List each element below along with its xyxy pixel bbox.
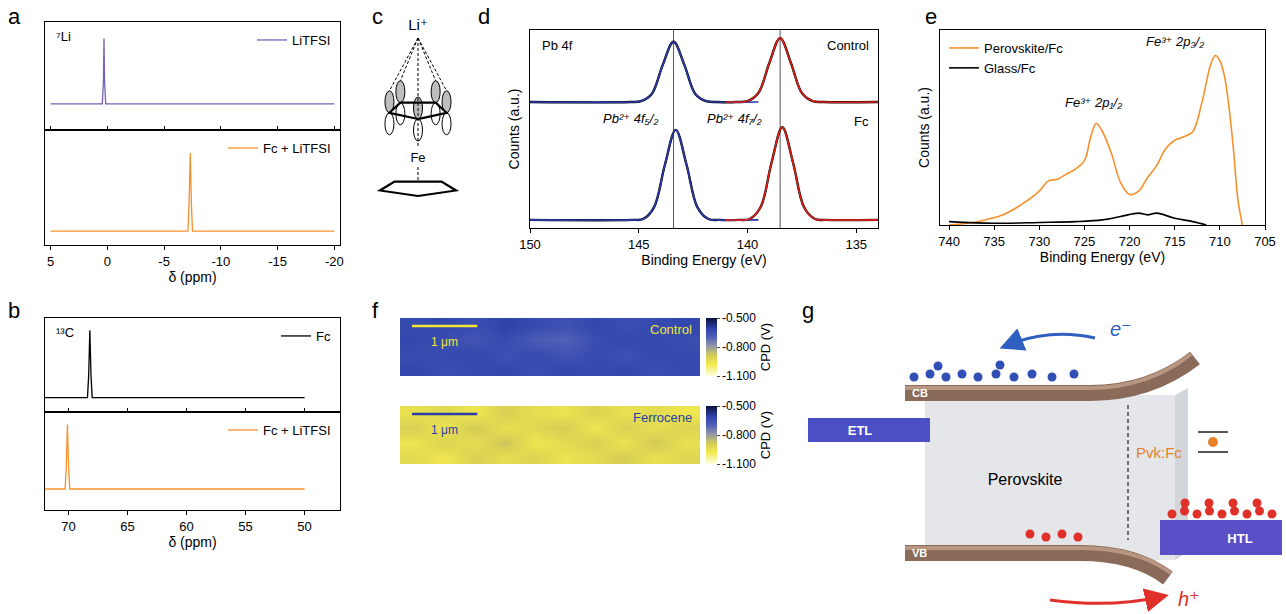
svg-text:1 μm: 1 μm [431,335,458,349]
svg-text:Control: Control [827,38,869,53]
svg-text:0: 0 [104,254,111,269]
svg-text:-1.100: -1.100 [722,457,756,471]
svg-text:d: d [478,4,490,29]
svg-text:135: 135 [845,237,867,252]
svg-text:Fc: Fc [316,329,331,344]
svg-text:725: 725 [1074,234,1096,249]
svg-text:ETL: ETL [848,423,873,438]
svg-text:70: 70 [61,519,75,534]
svg-text:Ferrocene: Ferrocene [633,410,692,425]
svg-text:735: 735 [983,234,1005,249]
svg-text:145: 145 [628,237,650,252]
svg-text:Binding Energy (eV): Binding Energy (eV) [641,252,766,268]
svg-text:-20: -20 [325,254,344,269]
svg-text:-10: -10 [211,254,230,269]
svg-text:Binding Energy (eV): Binding Energy (eV) [1040,249,1165,265]
svg-text:730: 730 [1028,234,1050,249]
svg-text:-0.500: -0.500 [722,311,756,325]
svg-text:CPD (V): CPD (V) [758,411,773,459]
svg-text:-1.100: -1.100 [722,369,756,383]
svg-text:Glass/Fc: Glass/Fc [984,61,1036,76]
svg-text:Fe³⁺ 2p₃/₂: Fe³⁺ 2p₃/₂ [1146,34,1204,49]
svg-text:Li⁺: Li⁺ [408,16,428,33]
svg-text:Perovskite/Fc: Perovskite/Fc [984,41,1063,56]
svg-text:Perovskite: Perovskite [988,471,1063,488]
svg-text:Pb²⁺ 4f₇/₂: Pb²⁺ 4f₇/₂ [707,111,762,126]
svg-text:740: 740 [938,234,960,249]
svg-text:¹³C: ¹³C [56,325,74,340]
svg-text:Pb²⁺ 4f₅/₂: Pb²⁺ 4f₅/₂ [603,111,658,126]
svg-text:-5: -5 [158,254,170,269]
svg-text:f: f [372,298,379,323]
svg-text:VB: VB [912,547,927,559]
svg-text:65: 65 [120,519,134,534]
svg-text:CPD (V): CPD (V) [758,323,773,371]
svg-text:140: 140 [737,237,759,252]
svg-text:HTL: HTL [1227,531,1252,546]
svg-text:1 μm: 1 μm [431,423,458,437]
svg-text:Pvk:Fc: Pvk:Fc [1136,444,1182,461]
svg-text:-0.800: -0.800 [722,428,756,442]
svg-text:g: g [802,298,814,323]
svg-text:h⁺: h⁺ [1178,588,1200,610]
svg-text:-0.500: -0.500 [722,399,756,413]
svg-text:150: 150 [519,237,541,252]
svg-text:720: 720 [1119,234,1141,249]
svg-text:δ (ppm): δ (ppm) [168,534,216,550]
svg-text:55: 55 [238,519,252,534]
svg-text:e⁻: e⁻ [1110,318,1132,340]
svg-text:5: 5 [47,254,54,269]
svg-text:710: 710 [1209,234,1231,249]
svg-text:b: b [8,298,20,323]
svg-text:-15: -15 [268,254,287,269]
svg-text:Pb 4f: Pb 4f [542,38,573,53]
svg-text:a: a [8,4,21,29]
svg-text:50: 50 [297,519,311,534]
svg-text:Fe: Fe [410,150,425,165]
svg-text:Fc + LiTFSI: Fc + LiTFSI [263,423,331,438]
svg-text:Counts (a.u.): Counts (a.u.) [506,89,522,170]
svg-text:Control: Control [650,322,692,337]
svg-text:705: 705 [1254,234,1276,249]
svg-text:δ (ppm): δ (ppm) [168,269,216,285]
svg-text:-0.800: -0.800 [722,340,756,354]
svg-text:715: 715 [1164,234,1186,249]
svg-text:⁷Li: ⁷Li [56,29,71,44]
svg-text:Fc: Fc [854,114,869,129]
svg-text:Fe³⁺ 2p₁/₂: Fe³⁺ 2p₁/₂ [1065,95,1122,110]
svg-text:e: e [925,4,937,29]
svg-text:LiTFSI: LiTFSI [292,33,330,48]
svg-text:CB: CB [912,387,928,399]
svg-text:c: c [372,4,383,29]
svg-text:60: 60 [179,519,193,534]
svg-text:Fc + LiTFSI: Fc + LiTFSI [263,141,331,156]
svg-text:Counts (a.u.): Counts (a.u.) [916,87,932,168]
